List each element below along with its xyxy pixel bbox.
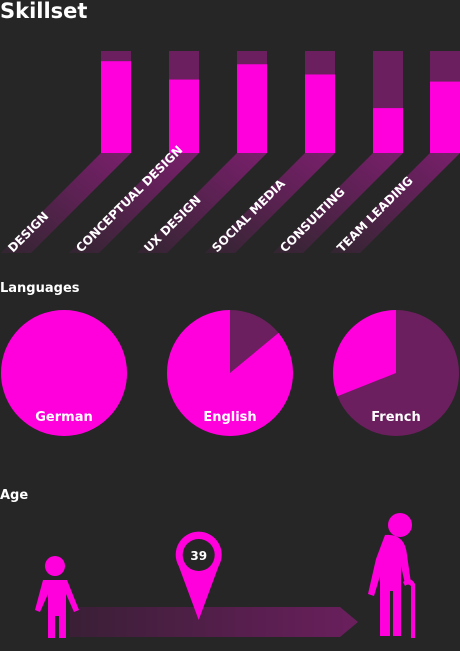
bar-shadow <box>273 153 403 253</box>
skillset-title: Skillset <box>0 0 87 23</box>
pie-slice <box>1 310 127 436</box>
bar-shadow <box>1 153 131 253</box>
bar-shadow <box>330 153 460 253</box>
age-marker-inner <box>182 539 215 571</box>
language-label: German <box>35 410 92 425</box>
elder-figure <box>368 513 415 638</box>
bar <box>101 61 131 154</box>
language-label: French <box>371 410 421 425</box>
child-figure <box>35 556 79 638</box>
age-title: Age <box>0 488 28 503</box>
bar-shadow <box>205 153 335 253</box>
timeline <box>70 607 358 637</box>
bar <box>237 64 267 153</box>
bar <box>373 108 403 153</box>
bar-shadow <box>137 153 267 253</box>
bar-shadow <box>69 153 199 253</box>
pie-slice <box>333 310 396 397</box>
language-label: English <box>203 410 256 425</box>
languages-title: Languages <box>0 281 80 296</box>
bar <box>169 79 199 153</box>
bar <box>430 81 460 153</box>
age-label: 39 <box>190 549 207 563</box>
pie-slice <box>167 310 293 437</box>
bar <box>305 74 335 153</box>
